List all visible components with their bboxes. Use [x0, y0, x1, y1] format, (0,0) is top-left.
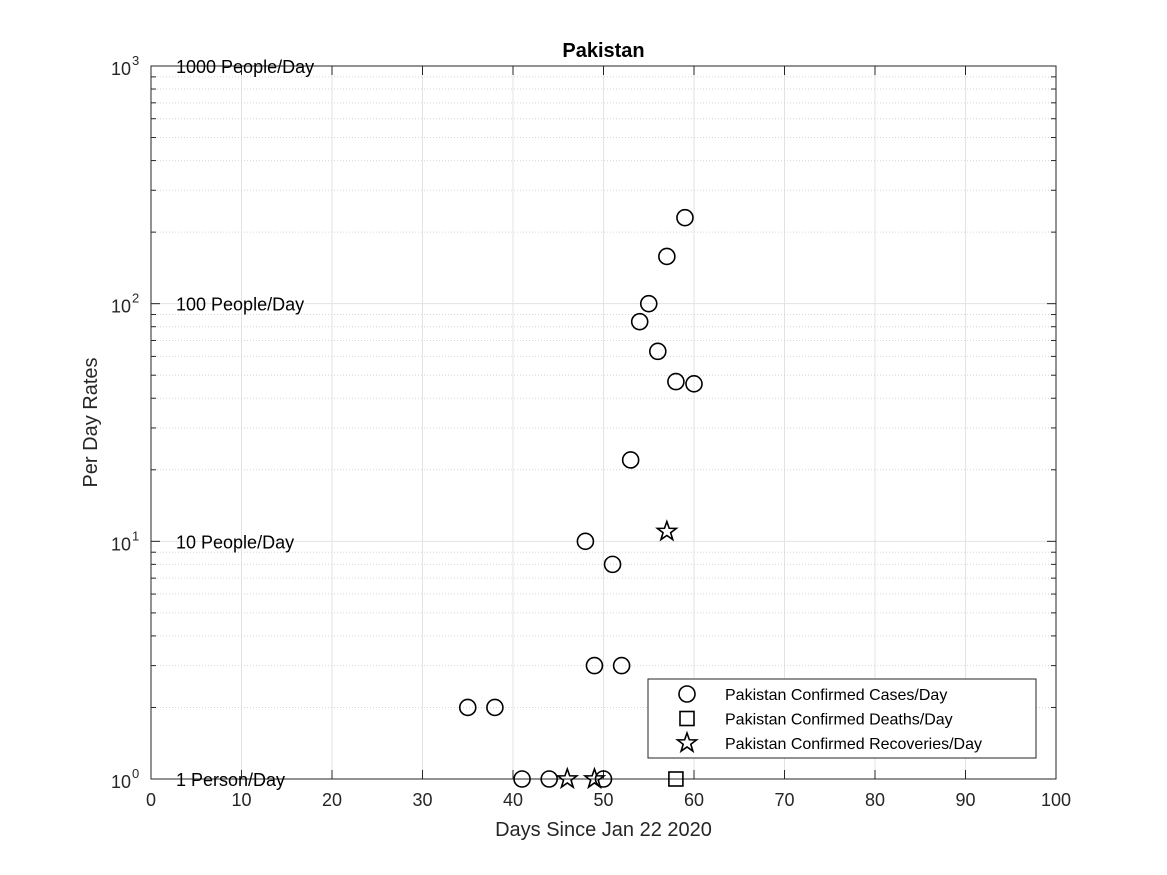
x-tick-label: 80	[865, 790, 885, 810]
reference-label: 1000 People/Day	[176, 57, 314, 77]
y-tick-label-exponent: 3	[132, 53, 139, 68]
y-axis-title: Per Day Rates	[80, 357, 102, 487]
x-tick-label: 100	[1041, 790, 1071, 810]
cases-point	[486, 698, 504, 717]
reference-label: 10 People/Day	[176, 532, 294, 552]
x-tick-label: 60	[684, 790, 704, 810]
y-tick-label-exponent: 2	[132, 291, 139, 306]
x-tick-label: 20	[322, 790, 342, 810]
y-tick-label-base: 10	[111, 534, 131, 554]
cases-point	[612, 656, 631, 675]
deaths-point	[668, 771, 684, 787]
x-tick-label: 90	[955, 790, 975, 810]
legend-entry-label: Pakistan Confirmed Cases/Day	[725, 687, 947, 704]
reference-labels: 1000 People/Day 100 People/Day 10 People/D…	[176, 57, 314, 790]
plot-border	[150, 65, 1057, 780]
legend-marker-circle	[678, 685, 696, 703]
cases-point	[594, 770, 613, 788]
y-tick-label-base: 10	[111, 59, 131, 79]
x-tick-label: 50	[593, 790, 613, 810]
chart-title: Pakistan	[562, 40, 644, 62]
cases-point	[648, 342, 667, 361]
cases-point	[658, 247, 676, 266]
x-tick-label: 40	[503, 790, 523, 810]
legend-entry-label: Pakistan Confirmed Deaths/Day	[725, 712, 953, 729]
cases-point	[630, 312, 649, 331]
x-tick-label: 30	[412, 790, 432, 810]
cases-point	[603, 555, 622, 574]
x-tick-label: 0	[146, 790, 156, 810]
cases-point	[685, 375, 703, 393]
cases-point	[676, 208, 694, 227]
recoveries-point	[555, 766, 580, 790]
reference-label: 1 Person/Day	[176, 770, 285, 790]
y-tick-label: 10	[111, 59, 131, 79]
y-tick-label: 10	[111, 534, 131, 554]
recoveries-point	[655, 519, 679, 542]
recoveries-point	[582, 766, 607, 790]
x-axis-title: Days Since Jan 22 2020	[495, 819, 712, 841]
y-tick-label: 10	[111, 772, 131, 792]
cases-point	[513, 770, 531, 788]
cases-point	[639, 294, 658, 313]
cases-point	[576, 532, 595, 551]
cases-point	[621, 451, 640, 469]
data-marks	[458, 208, 703, 790]
y-tick-label-base: 10	[111, 297, 131, 317]
cases-point	[458, 698, 477, 717]
legend-marker-star	[675, 730, 699, 754]
legend-entry-label: Pakistan Confirmed Recoveries/Day	[725, 736, 982, 753]
legend-marker-square	[679, 710, 695, 727]
cases-point	[585, 656, 604, 675]
y-tick-label: 10	[111, 297, 131, 317]
legend: Pakistan Confirmed Cases/Day Pakistan Con…	[647, 678, 1037, 759]
y-tick-label-exponent: 1	[132, 528, 139, 543]
x-tick-label: 10	[231, 790, 251, 810]
cases-point	[540, 770, 559, 788]
y-tick-label-base: 10	[111, 772, 131, 792]
reference-label: 100 People/Day	[176, 295, 304, 315]
cases-point	[667, 372, 685, 391]
y-tick-label-exponent: 0	[132, 766, 139, 781]
legend-box	[647, 678, 1037, 759]
x-tick-label: 70	[774, 790, 794, 810]
